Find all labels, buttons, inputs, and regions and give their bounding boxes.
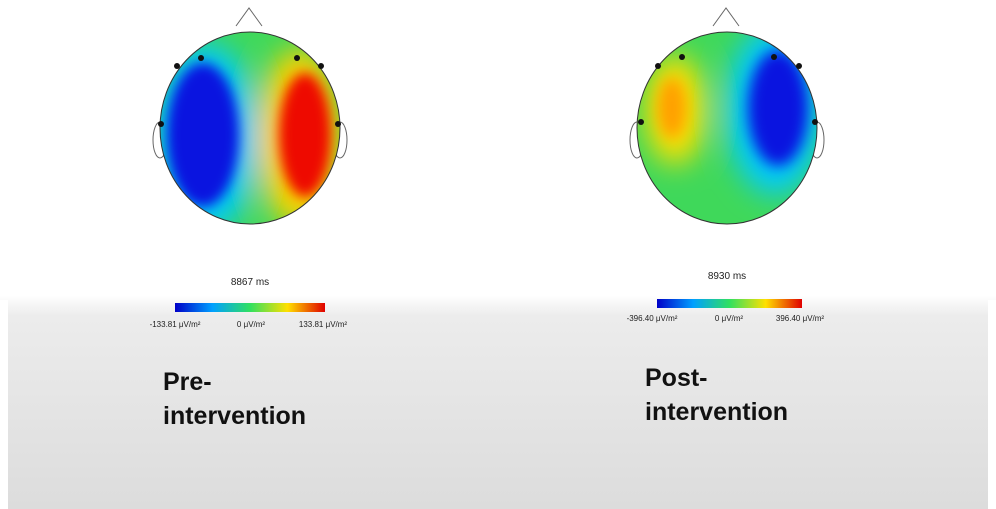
caption: Post- [645, 364, 708, 392]
edge [0, 300, 8, 509]
background [0, 0, 996, 509]
colorbar [175, 303, 325, 312]
colorbar [657, 299, 802, 308]
time-label: 8867 ms [231, 277, 269, 288]
caption: intervention [645, 398, 788, 426]
colorbar-label: -133.81 μV/m² [150, 320, 201, 329]
colorbar-label: 0 μV/m² [715, 314, 744, 323]
time-label: 8930 ms [708, 271, 746, 282]
slide: 8867 ms -133.81 μV/m² 0 μV/m² 133.81 μV/… [0, 0, 996, 509]
edge [988, 300, 996, 509]
caption: Pre- [163, 368, 212, 396]
colorbar-label: 0 μV/m² [237, 320, 266, 329]
colorbar-label: 133.81 μV/m² [299, 320, 348, 329]
page: 8867 ms -133.81 μV/m² 0 μV/m² 133.81 μV/… [0, 0, 996, 509]
colorbar-label: 396.40 μV/m² [776, 314, 825, 323]
colorbar-label: -396.40 μV/m² [627, 314, 678, 323]
caption: intervention [163, 402, 306, 430]
